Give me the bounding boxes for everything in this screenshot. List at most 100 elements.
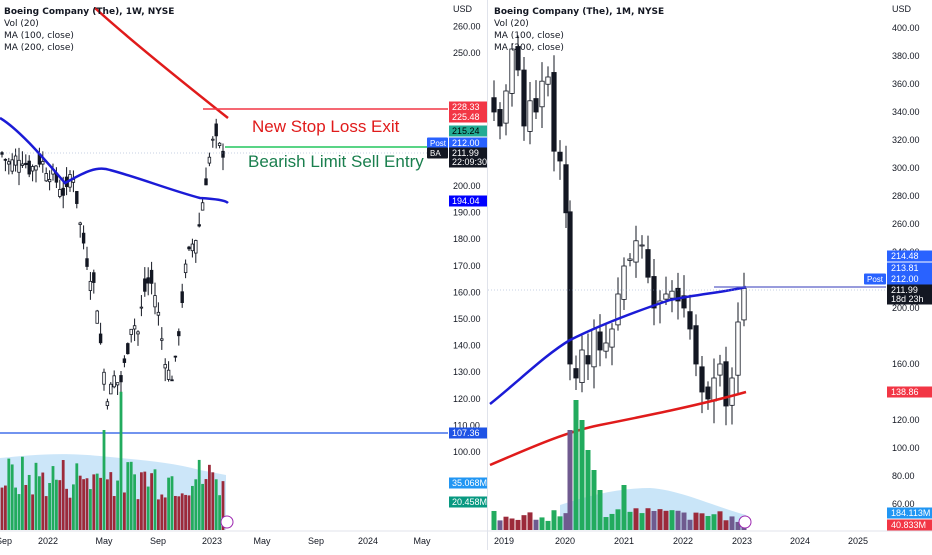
right-volume-bar-7 — [533, 519, 539, 530]
left-volume-bar-10 — [34, 462, 38, 530]
left-candle-body-25 — [85, 258, 89, 267]
left-volume-bar-45 — [153, 469, 157, 530]
left-candle-body-55 — [187, 246, 191, 250]
right-candle-body-34 — [693, 325, 699, 365]
left-volume-bar-23 — [78, 475, 82, 530]
left-x-tick-5: May — [253, 536, 271, 546]
right-candle-body-3 — [509, 48, 515, 94]
left-volume-bar-5 — [17, 494, 21, 530]
right-candle-body-27 — [651, 276, 657, 309]
left-x-tick-3: Sep — [150, 536, 166, 546]
left-axis-tag-bg-0 — [449, 101, 487, 113]
right-y-tick-10: 280.00 — [892, 191, 920, 201]
right-candle-body-37 — [711, 377, 717, 402]
left-candle-body-6 — [20, 163, 25, 166]
right-y-tick-12: 320.00 — [892, 135, 920, 145]
right-volume-bar-21 — [615, 509, 621, 530]
left-y-tick-4: 140.00 — [453, 341, 481, 351]
left-volume-bar-64 — [218, 495, 221, 530]
right-axis-tag-bg-0 — [887, 250, 932, 262]
left-volume-bar-19 — [65, 488, 68, 530]
right-y-tick-1: 80.00 — [892, 471, 915, 481]
right-axis-tag-bg-5 — [887, 386, 932, 398]
left-y-tick-2: 120.00 — [453, 394, 481, 404]
right-legend-ma100[interactable]: MA (100, close) — [494, 31, 564, 41]
left-volume-bar-9 — [31, 494, 34, 530]
right-candle-body-38 — [717, 363, 723, 376]
left-candle-body-4 — [13, 155, 18, 166]
right-volume-bar-12 — [563, 513, 569, 530]
right-candle-body-7 — [533, 98, 539, 113]
right-candle-body-36 — [705, 386, 711, 400]
right-legend-ma200[interactable]: MA (200, close) — [494, 43, 564, 53]
left-volume-bar-7 — [24, 484, 28, 530]
left-candle-body-10 — [34, 165, 38, 171]
left-x-tick-2: May — [95, 536, 113, 546]
left-legend-ma100[interactable]: MA (100, close) — [4, 31, 74, 41]
left-y-tick-1: 110.00 — [453, 420, 480, 430]
left-candle-body-9 — [30, 166, 35, 172]
left-axis-tag-bg-7 — [449, 427, 487, 439]
left-volume-bar-8 — [27, 474, 31, 530]
left-candle-body-28 — [95, 310, 99, 324]
right-candle-body-5 — [521, 69, 527, 127]
right-y-tick-16: 400.00 — [892, 23, 920, 33]
left-candle-body-45 — [153, 295, 157, 308]
left-volume-bar-50 — [170, 476, 174, 530]
left-legend-title[interactable]: Boeing Company (The), 1W, NYSE — [4, 7, 175, 17]
left-axis-tag-0: 228.33 — [452, 102, 480, 112]
left-legend-vol[interactable]: Vol (20) — [4, 19, 39, 29]
left-candle-body-30 — [102, 371, 106, 385]
left-axis-tag-bg-2 — [449, 125, 487, 137]
left-candles — [0, 118, 225, 410]
right-candle-body-24 — [633, 240, 639, 263]
right-candle-body-35 — [699, 366, 705, 393]
left-volume-bar-29 — [99, 477, 102, 530]
right-axis-tag-2: 212.00 — [891, 274, 919, 284]
left-candle-body-47 — [160, 338, 164, 341]
left-y-tick-8: 180.00 — [453, 234, 481, 244]
right-candle-body-20 — [609, 328, 615, 348]
right-volume-bar-6 — [527, 512, 533, 530]
right-candle-body-21 — [615, 293, 621, 326]
left-volume-bar-15 — [51, 466, 55, 530]
left-y-tick-9: 190.00 — [453, 208, 481, 218]
right-y-axis-currency: USD — [892, 4, 912, 14]
left-volume-bar-18 — [61, 460, 65, 530]
left-candle-body-50 — [170, 379, 174, 382]
left-candle-body-36 — [122, 358, 127, 363]
left-volume-bar-17 — [58, 480, 62, 530]
left-volume-bar-60 — [204, 479, 208, 530]
right-candle-body-19 — [603, 342, 609, 352]
left-axis-tag-6: 194.04 — [452, 196, 480, 206]
right-candle-body-23 — [627, 258, 633, 261]
left-candle-body-8 — [27, 160, 31, 175]
right-volume-bar-39 — [723, 520, 729, 530]
right-volume-bar-0 — [491, 510, 497, 530]
left-candle-body-41 — [139, 306, 144, 309]
left-candle-body-34 — [115, 382, 120, 386]
left-candle-body-48 — [163, 364, 167, 369]
left-volume-bar-62 — [211, 472, 215, 530]
left-axis-tag-bg-5 — [449, 156, 487, 168]
right-legend-title[interactable]: Boeing Company (The), 1M, NYSE — [494, 7, 665, 17]
left-candle-body-5 — [17, 159, 21, 173]
left-candle-body-23 — [78, 222, 82, 225]
left-volume-bar-54 — [184, 494, 187, 530]
left-axis-tag-bg-1 — [449, 111, 487, 123]
left-volume-bar-14 — [48, 483, 51, 530]
left-legend-ma200[interactable]: MA (200, close) — [4, 43, 74, 53]
right-legend-vol[interactable]: Vol (20) — [494, 19, 529, 29]
right-y-tick-15: 380.00 — [892, 51, 920, 61]
right-candle-body-25 — [639, 244, 645, 247]
right-candle-body-9 — [545, 76, 551, 85]
right-x-tick-3: 2022 — [673, 536, 693, 546]
left-candle-body-26 — [88, 280, 93, 291]
left-volume-bar-49 — [167, 477, 170, 530]
right-y-tick-3: 120.00 — [892, 415, 920, 425]
left-candle-body-14 — [47, 178, 52, 183]
left-candle-body-43 — [146, 277, 150, 284]
left-candle-body-18 — [61, 187, 65, 196]
